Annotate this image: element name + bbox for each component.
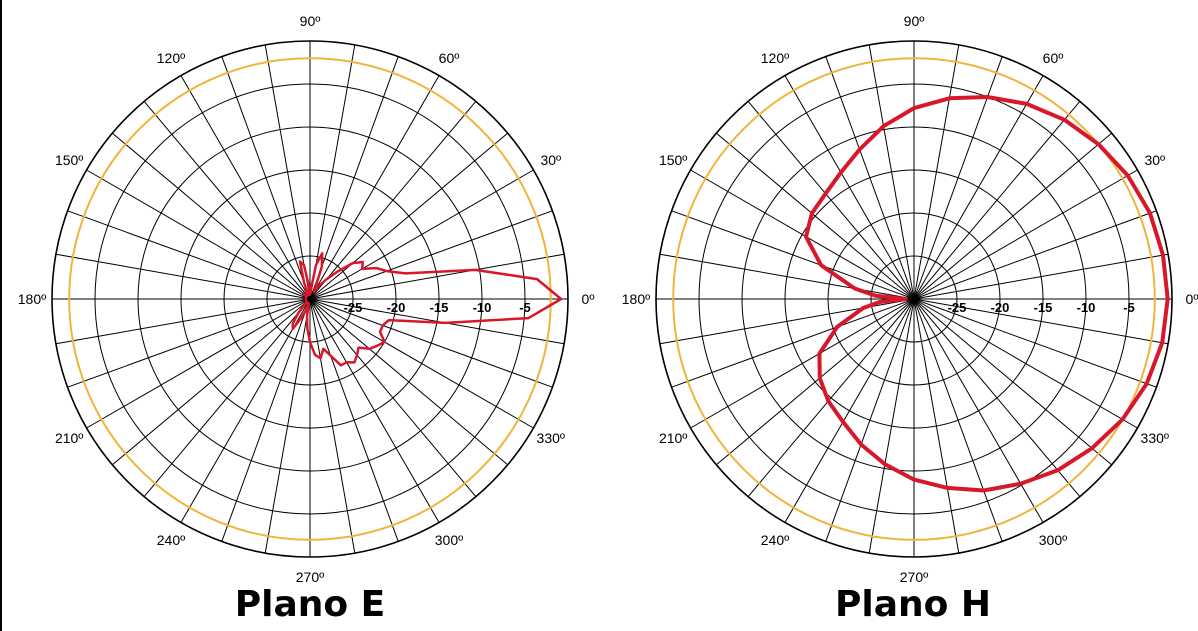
grid-ring [741,126,1087,472]
angle-tick-label: 210º [659,430,687,446]
radiation-pattern-line [291,252,563,367]
radial-tick-label: -25 [948,300,967,315]
angle-tick-label: 0º [1186,291,1198,307]
grid-ring [137,126,483,472]
angle-tick-label: 30º [540,152,561,168]
outer-ring [51,40,569,558]
grid-ring [827,212,1001,386]
outer-ring [655,40,1173,558]
radial-tick-label: -10 [473,300,492,315]
radiation-pattern-line [804,95,1170,493]
angle-tick-label: 300º [1039,532,1067,548]
angle-tick-label: 240º [761,532,789,548]
angle-tick-label: 60º [1043,50,1064,66]
radial-tick-label: -10 [1077,300,1096,315]
angle-tick-label: 0º [582,291,595,307]
angle-tick-label: 330º [1141,430,1169,446]
angle-tick-label: 150º [55,152,83,168]
radial-tick-label: -15 [430,300,449,315]
angle-tick-label: 30º [1144,152,1165,168]
angle-tick-label: 180º [622,291,650,307]
grid-ring [870,255,958,343]
angle-tick-label: 120º [157,50,185,66]
radial-tick-label: -25 [344,300,363,315]
grid-ring [94,83,526,515]
angle-tick-label: 270º [296,569,324,585]
reference-ring [672,57,1156,541]
angle-tick-label: 180º [18,291,46,307]
radial-tick-label: -5 [519,300,531,315]
angle-tick-label: 90º [904,13,925,29]
page-left-border [0,0,2,631]
angle-tick-label: 90º [300,13,321,29]
plano-e-title: Plano E [234,584,386,625]
radial-tick-label: -5 [1123,300,1135,315]
radial-tick-label: -15 [1034,300,1053,315]
grid-ring [180,169,440,429]
angle-tick-label: 240º [157,532,185,548]
angle-tick-label: 150º [659,152,687,168]
angle-tick-label: 270º [900,569,928,585]
angle-tick-label: 120º [761,50,789,66]
angle-tick-label: 300º [435,532,463,548]
angle-tick-label: 330º [537,430,565,446]
plano-h-title: Plano H [834,584,992,625]
radial-tick-label: -20 [387,300,406,315]
grid-ring [784,169,1044,429]
angle-tick-label: 210º [55,430,83,446]
plano-h-polar-plot: -25 -20 -15 -10 -5 0º 30º 60º 90º 120º 150º 180º 210… [622,13,1198,585]
radial-tick-label: -20 [991,300,1010,315]
reference-ring [68,57,552,541]
angle-tick-label: 60º [439,50,460,66]
grid-ring [698,83,1130,515]
plano-e-polar-plot: -25 -20 -15 -10 -5 0º 30º 60º 90º 120º 150º 180º 210… [18,13,595,585]
grid-ring [223,212,397,386]
